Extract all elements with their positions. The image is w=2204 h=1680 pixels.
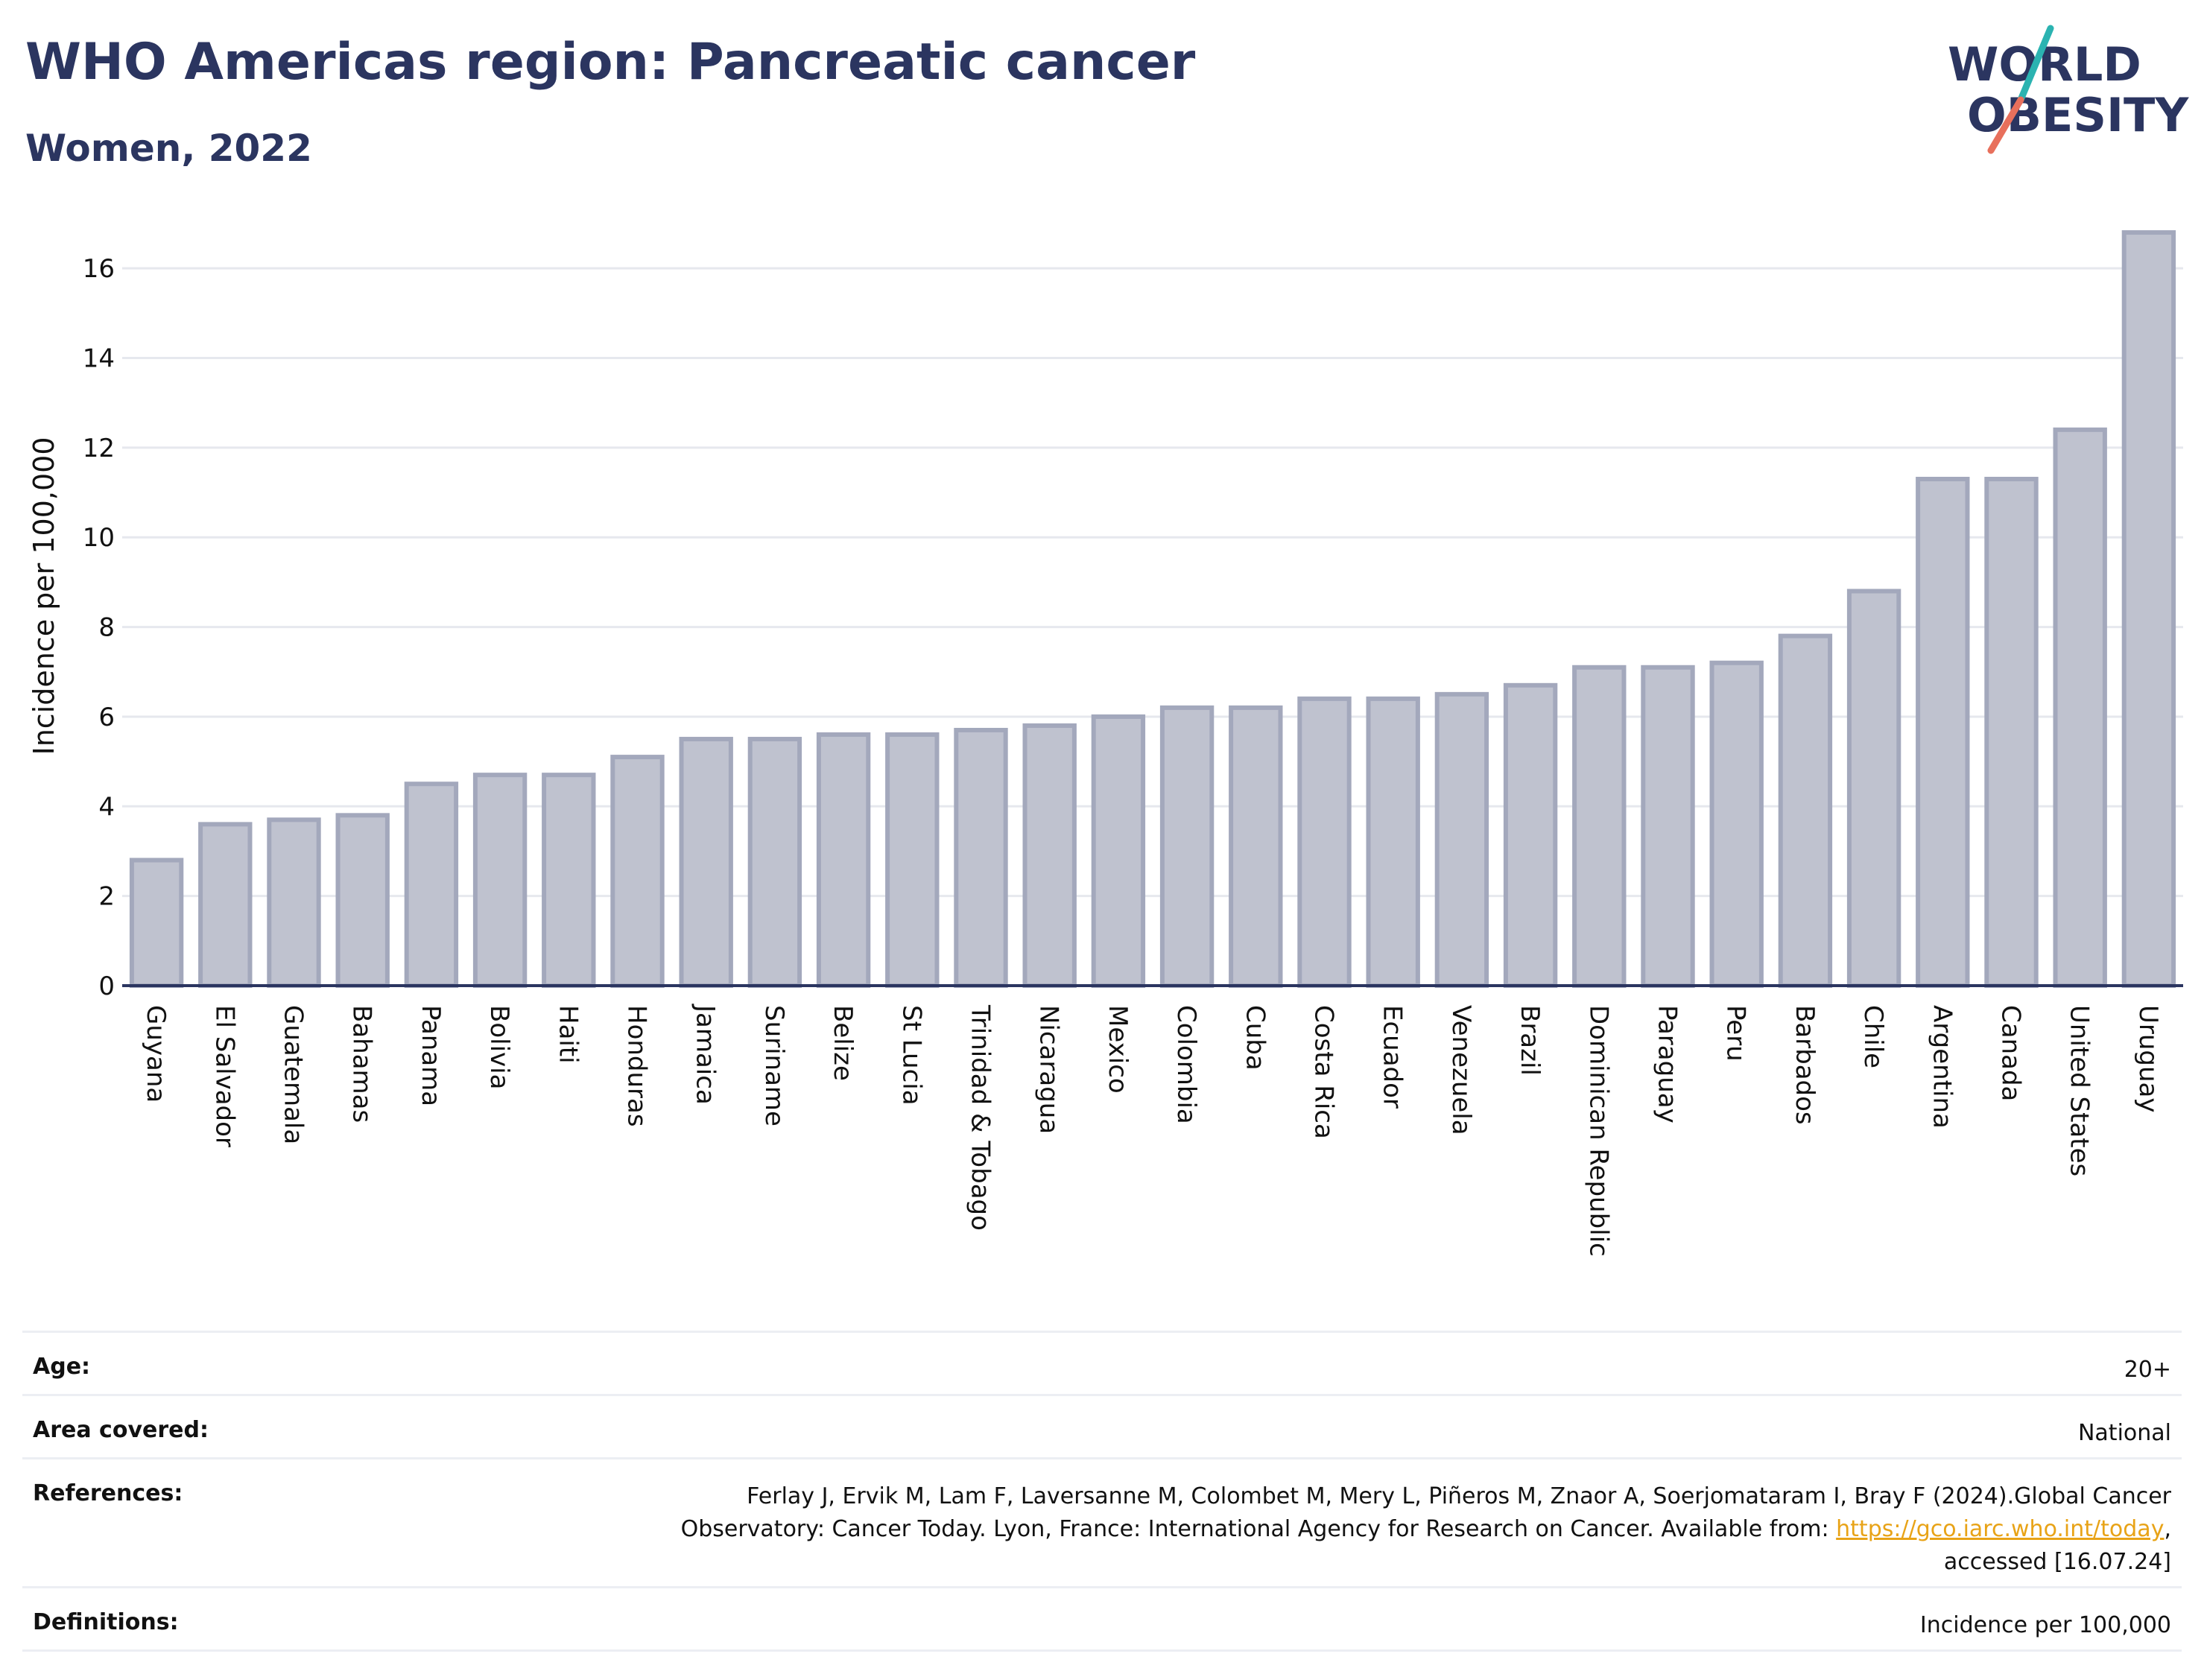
bar-costa-rica (1297, 696, 1352, 989)
bar-honduras (610, 755, 665, 988)
bar-belize (816, 732, 871, 988)
logo-slash-coral (1987, 96, 2024, 154)
x-tick-label: Dominican Republic (1583, 1005, 1613, 1257)
bar-el-salvador (198, 822, 253, 989)
x-tick-label: United States (2065, 1005, 2094, 1176)
axes: 0 2 4 6 8 10 12 14 16 Guyana El Salvador Guatemala B… (83, 254, 2183, 1257)
bar-panama (404, 782, 459, 989)
x-tick-label: Guatemala (279, 1005, 308, 1144)
x-tick-label: Panama (416, 1005, 446, 1106)
x-tick-label: Honduras (622, 1005, 652, 1127)
references-comma: , (2164, 1516, 2171, 1542)
age-value: 20+ (356, 1331, 2182, 1395)
bar-uruguay (2121, 230, 2176, 989)
x-tick-label: El Salvador (209, 1005, 239, 1147)
bar-canada (1984, 477, 2039, 988)
x-tick-label: Mexico (1103, 1005, 1133, 1094)
x-tick-label: St Lucia (896, 1005, 926, 1106)
bar-bolivia (472, 773, 528, 988)
bar-chile (1846, 589, 1901, 988)
bar-jamaica (679, 737, 733, 988)
bar-guyana (129, 858, 184, 988)
x-tick-label: Uruguay (2133, 1005, 2163, 1113)
bar-barbados (1778, 633, 1833, 988)
y-tick-label: 10 (83, 523, 115, 553)
area-label: Area covered: (22, 1394, 356, 1459)
bar-mexico (1091, 714, 1146, 988)
x-tick-label: Belize (828, 1005, 858, 1081)
x-tick-label: Colombia (1171, 1005, 1201, 1124)
bar-nicaragua (1022, 723, 1077, 988)
bar-trinidad-tobago (954, 727, 1008, 989)
bar-haiti (542, 773, 596, 988)
y-tick-label: 6 (98, 703, 115, 732)
age-label: Age: (22, 1331, 356, 1395)
meta-row-area: Area covered: National (22, 1394, 2182, 1459)
references-line-2: Observatory: Cancer Today. Lyon, France:… (367, 1513, 2171, 1546)
gridlines (122, 267, 2183, 898)
references-label: References: (22, 1457, 356, 1588)
x-tick-label: Trinidad & Tobago (966, 1004, 995, 1231)
references-value: Ferlay J, Ervik M, Lam F, Laversanne M, … (356, 1457, 2182, 1588)
bar-chart: 0 2 4 6 8 10 12 14 16 Guyana El Salvador Guatemala B… (28, 230, 2183, 1257)
x-tick-label: Paraguay (1653, 1005, 1682, 1123)
meta-row-age: Age: 20+ (22, 1331, 2182, 1395)
bar-united-states (2053, 427, 2107, 988)
x-tick-label: Peru (1721, 1005, 1751, 1062)
bar-brazil (1503, 682, 1558, 988)
logo-slash-teal (2017, 25, 2054, 104)
x-tick-label: Guyana (141, 1005, 171, 1103)
x-tick-label: Venezuela (1446, 1005, 1476, 1135)
bar-cuba (1229, 705, 1283, 988)
bar-venezuela (1434, 691, 1489, 989)
bar-suriname (747, 737, 802, 988)
bar-st-lucia (885, 732, 940, 988)
metadata-table: Age: 20+ Area covered: National Referenc… (22, 1331, 2182, 1652)
references-line-3: accessed [16.07.24] (1943, 1549, 2171, 1575)
x-tick-label: Brazil (1515, 1005, 1545, 1076)
bar-guatemala (267, 817, 321, 988)
x-tick-label: Cuba (1240, 1005, 1270, 1071)
meta-row-definitions: Definitions: Incidence per 100,000 (22, 1586, 2182, 1652)
bar-bahamas (335, 813, 390, 989)
x-tick-label: Suriname (759, 1005, 789, 1126)
references-text: Observatory: Cancer Today. Lyon, France:… (680, 1516, 1837, 1542)
bar-argentina (1916, 477, 1970, 988)
x-tick-label: Canada (1996, 1005, 2026, 1101)
y-tick-label: 2 (98, 882, 115, 912)
x-tick-label: Jamaica (691, 1004, 721, 1105)
y-tick-label: 0 (98, 971, 115, 1001)
bar-paraguay (1641, 665, 1695, 988)
y-tick-label: 12 (83, 434, 115, 463)
world-obesity-logo: WORLD OBESITY (1948, 25, 2189, 154)
x-tick-label: Bolivia (484, 1005, 514, 1089)
x-tick-label: Barbados (1790, 1005, 1820, 1125)
bar-peru (1709, 660, 1764, 989)
x-tick-label: Haiti (553, 1005, 583, 1064)
x-tick-label: Argentina (1927, 1005, 1957, 1129)
x-tick-label: Costa Rica (1309, 1005, 1339, 1139)
references-line-1: Ferlay J, Ervik M, Lam F, Laversanne M, … (747, 1483, 2171, 1509)
x-tick-label: Nicaragua (1034, 1005, 1064, 1134)
x-tick-label: Bahamas (347, 1005, 377, 1123)
y-axis-label: Incidence per 100,000 (28, 437, 60, 755)
definitions-label: Definitions: (22, 1586, 356, 1652)
y-tick-label: 4 (98, 792, 115, 822)
chart-subtitle: Women, 2022 (25, 127, 312, 170)
y-tick-label: 14 (83, 344, 115, 374)
bar-colombia (1159, 705, 1215, 988)
definitions-value: Incidence per 100,000 (356, 1586, 2182, 1652)
meta-row-references: References: Ferlay J, Ervik M, Lam F, La… (22, 1457, 2182, 1588)
references-link[interactable]: https://gco.iarc.who.int/today (1836, 1516, 2165, 1542)
chart-title: WHO Americas region: Pancreatic cancer (25, 33, 1196, 92)
bar-ecuador (1366, 696, 1420, 989)
y-tick-label: 16 (83, 254, 115, 284)
x-tick-label: Chile (1858, 1005, 1888, 1068)
bars (129, 230, 2176, 989)
area-value: National (356, 1394, 2182, 1459)
x-tick-label: Ecuador (1378, 1005, 1407, 1109)
y-tick-label: 8 (98, 613, 115, 643)
bar-dominican-republic (1572, 665, 1627, 988)
